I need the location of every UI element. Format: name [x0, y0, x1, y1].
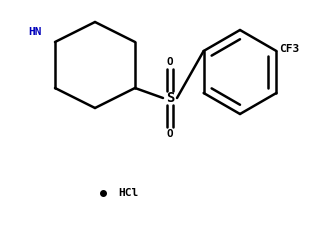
Text: S: S [166, 91, 174, 105]
Text: HN: HN [28, 27, 42, 37]
Text: O: O [167, 129, 173, 139]
Text: HCl: HCl [118, 188, 138, 198]
Text: CF3: CF3 [279, 44, 299, 54]
Text: O: O [167, 57, 173, 67]
